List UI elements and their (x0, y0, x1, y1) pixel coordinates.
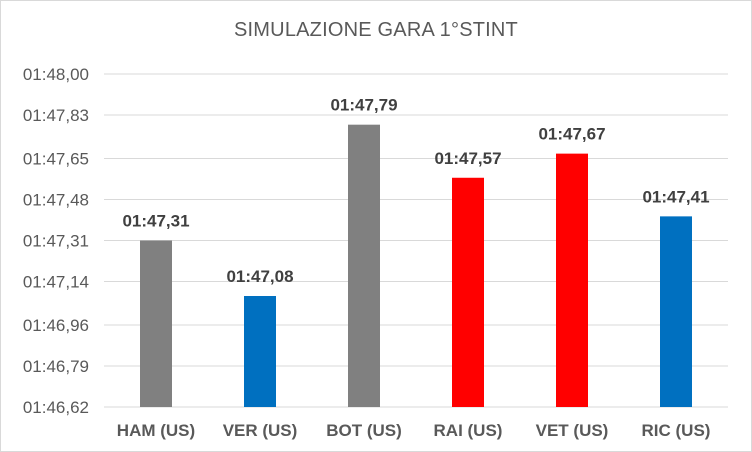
bar-data-labels: 01:47,31 01:47,08 01:47,79 01:47,57 01:47,67… (122, 96, 709, 286)
y-tick-label: 01:47,48 (23, 190, 89, 209)
x-category-label: VER (US) (223, 421, 298, 440)
bar-data-label: 01:47,31 (122, 212, 189, 231)
bar (556, 153, 588, 407)
x-category-label: BOT (US) (326, 421, 402, 440)
y-tick-label: 01:47,83 (23, 106, 89, 125)
bar-data-label: 01:47,79 (330, 96, 397, 115)
bar (244, 296, 276, 407)
bar (140, 240, 172, 407)
gridlines (104, 73, 728, 408)
x-category-label: HAM (US) (117, 421, 195, 440)
y-tick-label: 01:48,00 (23, 65, 89, 84)
x-category-label: RIC (US) (642, 421, 711, 440)
y-tick-label: 01:47,31 (23, 232, 89, 251)
y-tick-label: 01:47,14 (23, 273, 89, 292)
bars (140, 124, 692, 407)
x-category-label: VET (US) (536, 421, 609, 440)
y-tick-label: 01:47,65 (23, 149, 89, 168)
bar-data-label: 01:47,08 (226, 267, 293, 286)
x-category-label: RAI (US) (434, 421, 503, 440)
bar-data-label: 01:47,57 (434, 149, 501, 168)
x-axis-category-labels: HAM (US) VER (US) BOT (US) RAI (US) VET (US)… (117, 421, 711, 440)
bar-data-label: 01:47,67 (538, 125, 605, 144)
y-axis-tick-labels: 01:46,62 01:46,79 01:46,96 01:47,14 01:47,31… (23, 65, 89, 417)
chart-title: SIMULAZIONE GARA 1°STINT (234, 19, 518, 41)
bar (348, 124, 380, 407)
y-tick-label: 01:46,96 (23, 316, 89, 335)
bar (660, 216, 692, 407)
bar (452, 177, 484, 407)
y-tick-label: 01:46,62 (23, 398, 89, 417)
bar-data-label: 01:47,41 (642, 187, 709, 206)
y-tick-label: 01:46,79 (23, 357, 89, 376)
